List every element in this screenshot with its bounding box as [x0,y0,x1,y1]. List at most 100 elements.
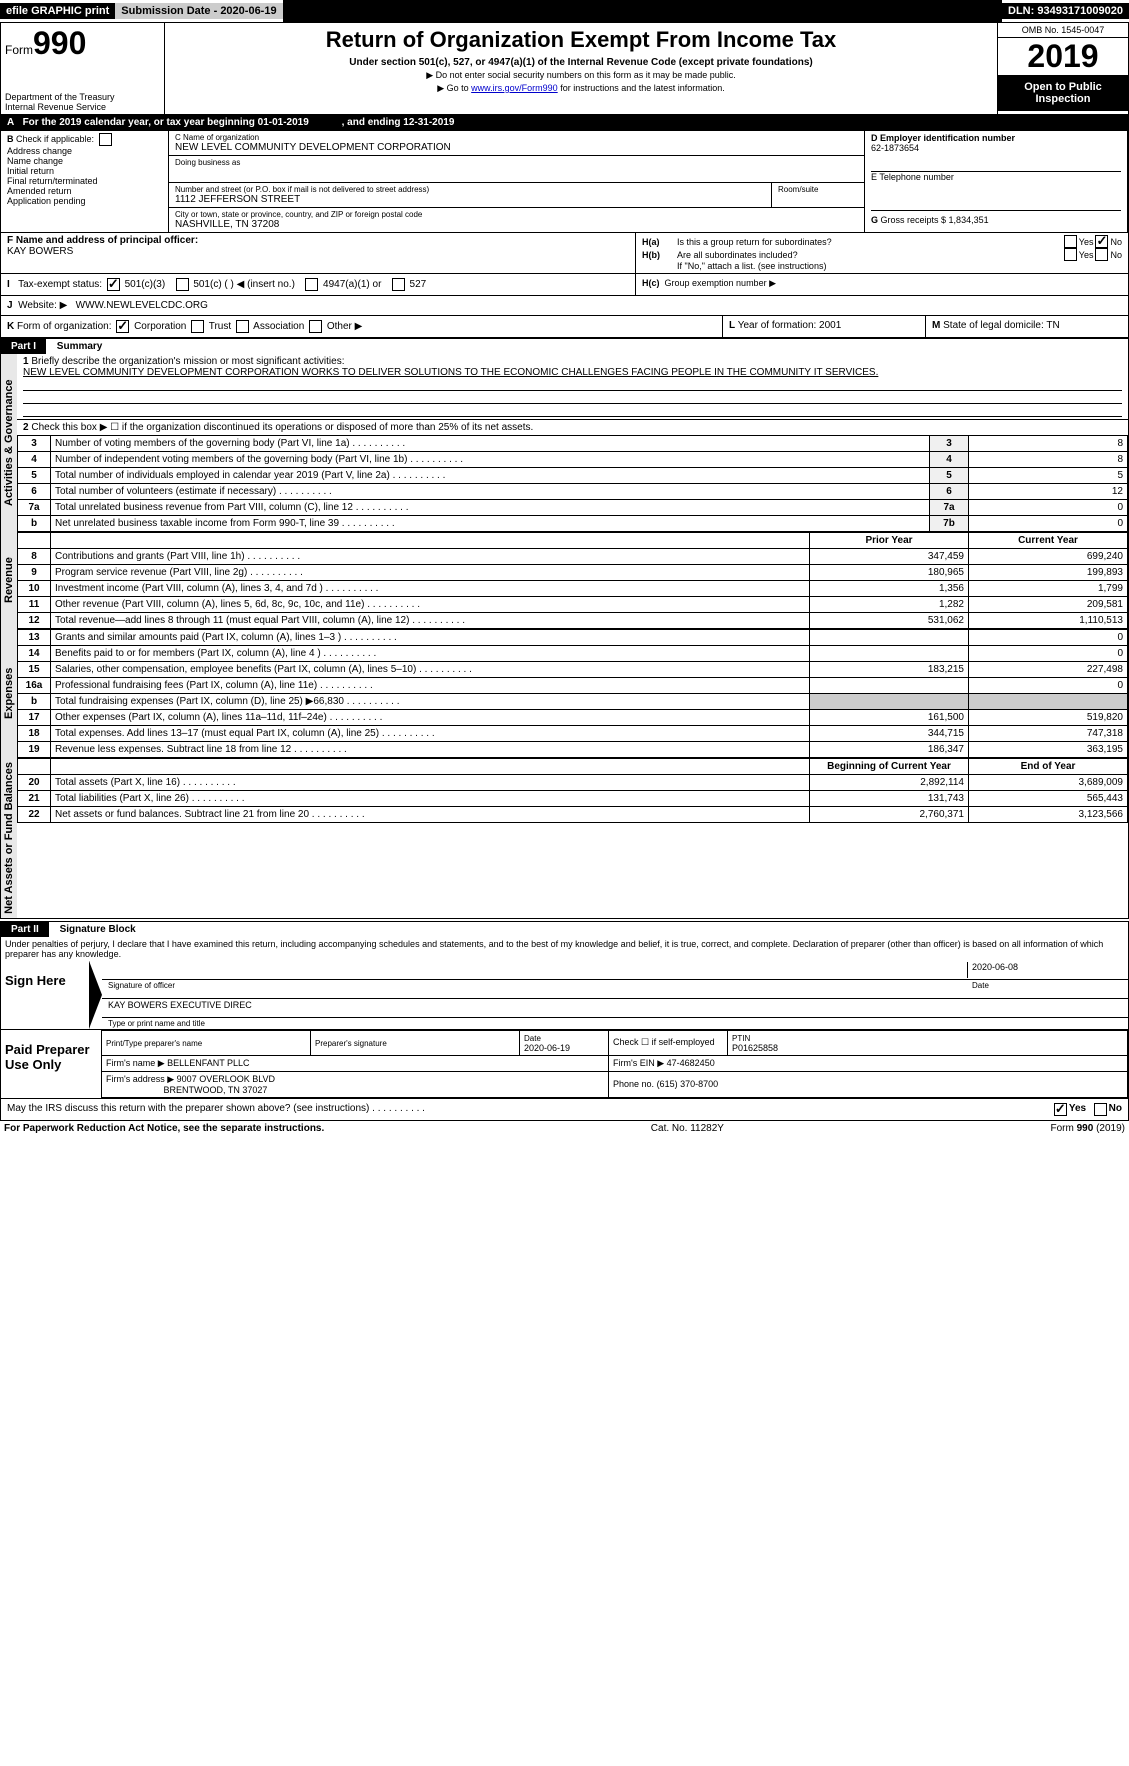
prior-val: 1,356 [810,581,969,597]
may-irs-yes[interactable] [1054,1103,1067,1116]
footer-center: Cat. No. 11282Y [651,1123,724,1134]
i-501c3[interactable] [107,278,120,291]
f-label: F Name and address of principal officer: [7,235,629,246]
i-block: I Tax-exempt status: 501(c)(3) 501(c) ( … [0,274,1129,296]
line-box: 5 [930,468,969,484]
begin-year-hdr: Beginning of Current Year [810,759,969,775]
d-label: D Employer identification number [871,133,1121,143]
line-num: 10 [18,581,51,597]
checkbox[interactable] [99,133,112,146]
shade [969,694,1128,710]
part-i-name: Summary [57,341,103,352]
k-assoc[interactable] [236,320,249,333]
line-desc: Benefits paid to or for members (Part IX… [51,646,810,662]
side-revenue: Revenue [1,532,17,629]
firm-ein-label: Firm's EIN ▶ [613,1058,664,1068]
part-ii: Part II Signature Block Under penalties … [0,921,1129,1121]
k0: Corporation [134,321,186,332]
prior-val: 186,347 [810,742,969,758]
prior-val [810,646,969,662]
hb-yes[interactable] [1064,248,1077,261]
line-num: 8 [18,549,51,565]
k-corp[interactable] [116,320,129,333]
firm-addr1: 9007 OVERLOOK BLVD [177,1074,275,1084]
c-name-label: C Name of organization [175,133,858,142]
curr-val: 363,195 [969,742,1128,758]
g-label: G [871,215,878,225]
hc-label: H(c) [642,278,660,288]
open-public: Open to Public Inspection [998,75,1128,111]
omb: OMB No. 1545-0047 [998,23,1128,38]
website: WWW.NEWLEVELCDC.ORG [76,300,208,311]
k-other[interactable] [309,320,322,333]
street: 1112 JEFFERSON STREET [175,194,765,205]
klm-block: K Form of organization: Corporation Trus… [0,316,1129,338]
form-number: 990 [33,25,86,61]
k3: Other ▶ [327,321,362,332]
line-num: 15 [18,662,51,678]
opt3: 527 [410,279,427,290]
curr-year-hdr: Current Year [969,533,1128,549]
prior-val: 347,459 [810,549,969,565]
b-initial: Initial return [7,166,54,176]
hint1: ▶ Do not enter social security numbers o… [169,70,993,81]
line-desc: Number of independent voting members of … [51,452,930,468]
k-label: Form of organization: [17,321,112,332]
line-desc: Revenue less expenses. Subtract line 18 … [51,742,810,758]
hb-no[interactable] [1095,248,1108,261]
declaration: Under penalties of perjury, I declare th… [1,937,1128,961]
efile-label: efile GRAPHIC print [0,3,115,19]
line-a-text: For the 2019 calendar year, or tax year … [23,117,309,128]
hb-label: H(b) [642,250,677,260]
i-4947[interactable] [305,278,318,291]
i-527[interactable] [392,278,405,291]
side-activities: Activities & Governance [1,354,17,532]
yes: Yes [1079,237,1094,247]
firm-name: BELLENFANT PLLC [167,1058,249,1068]
line-desc: Total fundraising expenses (Part IX, col… [51,694,810,710]
i-501c[interactable] [176,278,189,291]
b-pending: Application pending [7,196,86,206]
line-num: 20 [18,775,51,791]
line-num: 3 [18,436,51,452]
firm-ein: 47-4682450 [667,1058,715,1068]
dln: DLN: 93493171009020 [1002,3,1129,19]
irs-link[interactable]: www.irs.gov/Form990 [471,83,558,93]
footer: For Paperwork Reduction Act Notice, see … [0,1121,1129,1136]
line1-label: Briefly describe the organization's miss… [31,356,344,367]
line-num: 6 [18,484,51,500]
curr-val: 0 [969,646,1128,662]
may-irs-no[interactable] [1094,1103,1107,1116]
k-trust[interactable] [191,320,204,333]
room-label: Room/suite [778,185,858,194]
street-label: Number and street (or P.O. box if mail i… [175,185,765,194]
opt0: 501(c)(3) [125,279,166,290]
line-num: 21 [18,791,51,807]
curr-val: 3,123,566 [969,807,1128,823]
prior-year-hdr: Prior Year [810,533,969,549]
hb-text: Are all subordinates included? [677,250,1062,260]
line-num: 13 [18,630,51,646]
line-a-ending: , and ending 12-31-2019 [342,117,455,128]
curr-val: 0 [969,630,1128,646]
curr-val: 0 [969,678,1128,694]
line-desc: Professional fundraising fees (Part IX, … [51,678,810,694]
line-num: 14 [18,646,51,662]
line-desc: Grants and similar amounts paid (Part IX… [51,630,810,646]
line-box: 7a [930,500,969,516]
line-desc: Contributions and grants (Part VIII, lin… [51,549,810,565]
prep-sig-label: Preparer's signature [315,1039,387,1048]
subtitle: Under section 501(c), 527, or 4947(a)(1)… [169,57,993,68]
line-box: 4 [930,452,969,468]
line-val: 12 [969,484,1128,500]
ha-no[interactable] [1095,235,1108,248]
gross-receipts: Gross receipts $ 1,834,351 [881,215,989,225]
hint2-suffix: for instructions and the latest informat… [558,83,725,93]
no2: No [1110,250,1122,260]
line2: Check this box ▶ ☐ if the organization d… [31,422,533,433]
curr-val: 519,820 [969,710,1128,726]
ha-yes[interactable] [1064,235,1077,248]
m-text: State of legal domicile: TN [943,320,1060,331]
yes2: Yes [1079,250,1094,260]
line-desc: Total number of volunteers (estimate if … [51,484,930,500]
